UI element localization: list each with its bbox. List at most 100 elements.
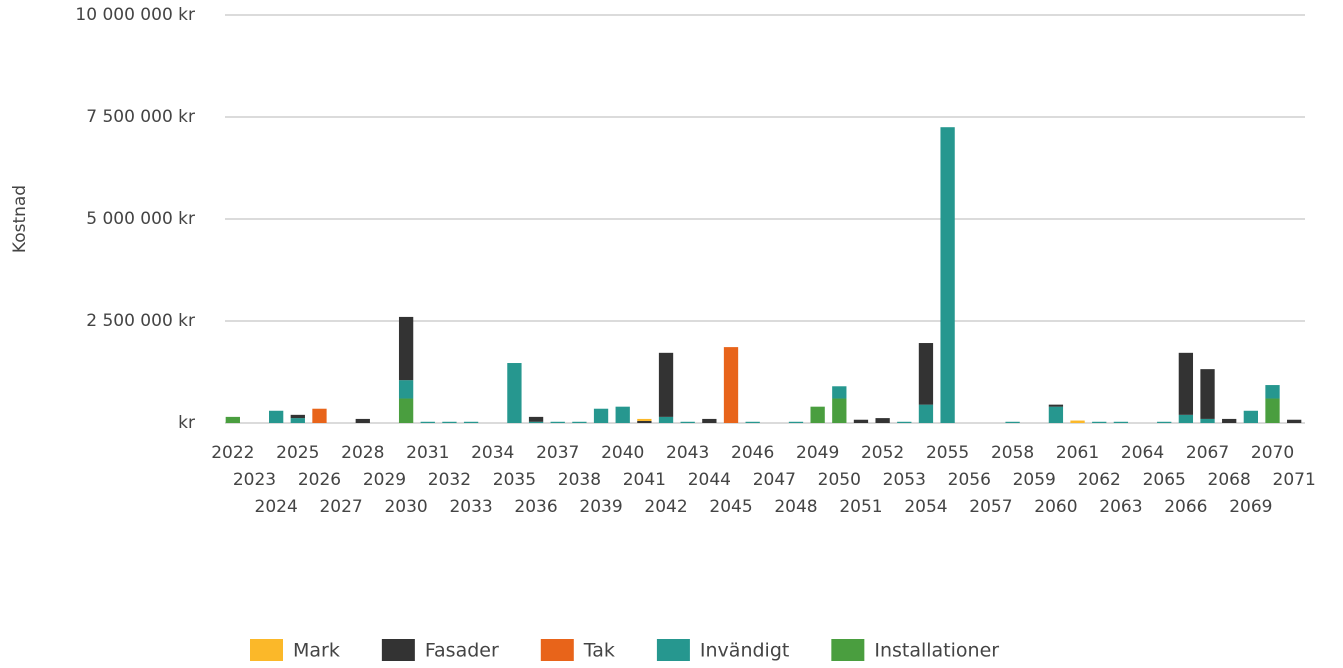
x-tick-label: 2036	[514, 497, 557, 517]
x-tick-label: 2059	[1013, 470, 1056, 490]
bar-segment	[940, 127, 955, 423]
bar-segment	[875, 418, 890, 423]
bar-segment	[1048, 406, 1064, 423]
bar-segment	[788, 421, 804, 423]
x-tick-label: 2025	[276, 443, 319, 463]
y-axis-label: Kostnad	[10, 185, 30, 253]
x-tick-label: 2029	[363, 470, 406, 490]
bar-segment	[1048, 404, 1064, 407]
x-tick-label: 2063	[1099, 497, 1142, 517]
x-tick-label: 2045	[709, 497, 752, 517]
x-tick-label: 2055	[926, 443, 969, 463]
bar-segment	[593, 408, 609, 423]
x-tick-label: 2031	[406, 443, 449, 463]
bar-segment	[832, 398, 847, 423]
legend-label: Tak	[583, 640, 615, 662]
bar-segment	[442, 421, 457, 423]
x-tick-label: 2023	[233, 470, 276, 490]
y-tick-label: 5 000 000 kr	[86, 209, 195, 229]
x-tick-label: 2044	[688, 470, 731, 490]
legend-label: Fasader	[425, 640, 499, 662]
legend-swatch	[656, 639, 690, 661]
bar-segment	[810, 406, 825, 423]
legend-swatch	[831, 639, 865, 661]
x-tick-label: 2071	[1273, 470, 1316, 490]
bar-segment	[398, 398, 414, 423]
x-tick-label: 2062	[1078, 470, 1121, 490]
bar-segment	[1113, 421, 1129, 423]
x-tick-label: 2068	[1208, 470, 1251, 490]
bar-segment	[658, 352, 674, 417]
bar-segment	[918, 343, 934, 405]
bar-segment	[1178, 414, 1194, 423]
bar-segment	[723, 347, 739, 423]
bar-segment	[1200, 418, 1215, 423]
bar-segment	[702, 418, 717, 423]
x-tick-label: 2032	[428, 470, 471, 490]
x-tick-label: 2028	[341, 443, 384, 463]
bar-segment	[615, 406, 630, 423]
x-tick-label: 2039	[579, 497, 622, 517]
x-tick-label: 2038	[558, 470, 601, 490]
x-tick-label: 2041	[623, 470, 666, 490]
bar-segment	[528, 421, 544, 423]
x-tick-label: 2035	[493, 470, 536, 490]
bar-segment	[572, 421, 587, 423]
x-tick-label: 2043	[666, 443, 709, 463]
x-tick-label: 2056	[948, 470, 991, 490]
bar-segment	[398, 316, 414, 381]
x-tick-label: 2060	[1034, 497, 1077, 517]
bar-segment	[290, 418, 305, 423]
legend-swatch	[381, 639, 415, 661]
bar-segment	[463, 421, 479, 423]
bar-segment	[637, 418, 652, 421]
x-tick-label: 2047	[753, 470, 796, 490]
bar-segment	[1005, 421, 1020, 423]
x-tick-label: 2024	[255, 497, 298, 517]
legend-swatch	[250, 639, 283, 661]
bar-segment	[637, 420, 652, 423]
x-tick-label: 2058	[991, 443, 1034, 463]
bar-segment	[832, 386, 847, 399]
bar-segment	[1265, 385, 1280, 399]
legend-label: Mark	[293, 640, 340, 662]
bar-segment	[550, 421, 565, 423]
x-tick-label: 2049	[796, 443, 839, 463]
bar-segment	[225, 416, 240, 423]
bar-segment	[658, 416, 674, 423]
x-tick-label: 2054	[904, 497, 947, 517]
x-tick-label: 2050	[818, 470, 861, 490]
x-tick-label: 2069	[1229, 497, 1272, 517]
bar-segment	[1070, 420, 1085, 423]
y-tick-label: kr	[178, 413, 195, 433]
bar-segment	[420, 421, 435, 423]
x-tick-label: 2030	[384, 497, 427, 517]
legend-swatch	[540, 639, 574, 661]
x-tick-label: 2037	[536, 443, 579, 463]
bar-segment	[1265, 398, 1280, 423]
bar-segment	[853, 419, 869, 423]
x-tick-label: 2022	[211, 443, 254, 463]
bar-segment	[1092, 421, 1107, 423]
bar-segment	[1243, 410, 1258, 423]
bar-segment	[1178, 352, 1194, 415]
bar-segment	[897, 421, 912, 423]
x-tick-label: 2040	[601, 443, 644, 463]
x-tick-label: 2064	[1121, 443, 1164, 463]
x-tick-label: 2051	[839, 497, 882, 517]
x-tick-label: 2042	[644, 497, 687, 517]
x-tick-label: 2065	[1143, 470, 1186, 490]
x-tick-label: 2070	[1251, 443, 1294, 463]
bar-segment	[507, 363, 522, 423]
bar-segment	[745, 421, 760, 423]
x-tick-label: 2052	[861, 443, 904, 463]
x-tick-label: 2067	[1186, 443, 1229, 463]
bar-segment	[528, 416, 544, 422]
y-tick-label: 2 500 000 kr	[86, 311, 195, 331]
bar-segment	[290, 414, 305, 419]
legend-label: Installationer	[874, 640, 999, 662]
x-tick-label: 2026	[298, 470, 341, 490]
bar-segment	[355, 418, 370, 423]
bar-segment	[1287, 419, 1302, 423]
bar-segment	[1200, 369, 1215, 419]
